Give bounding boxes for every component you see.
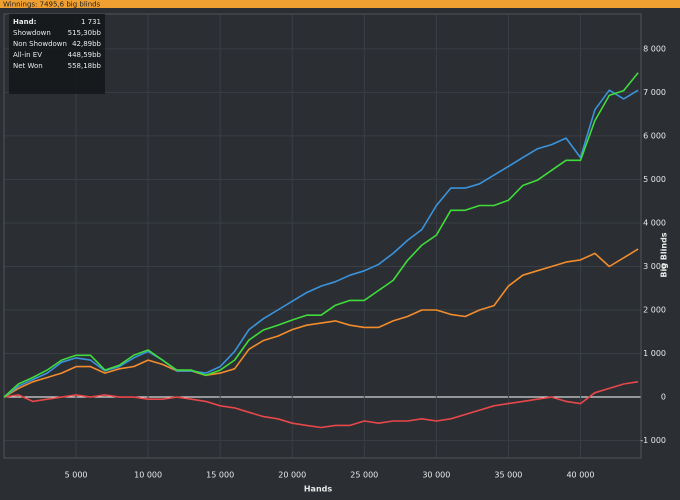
x-tick-label: 10 000 [134, 471, 162, 480]
series-line [3, 72, 639, 398]
y-tick-label: 2 000 [643, 306, 666, 315]
y-tick-label: -1 000 [640, 436, 666, 445]
x-tick-label: 20 000 [278, 471, 306, 480]
series-line [3, 248, 639, 398]
x-tick-label: 5 000 [65, 471, 88, 480]
x-tick-label: 15 000 [206, 471, 234, 480]
x-tick-label: 40 000 [566, 471, 594, 480]
y-tick-label: 4 000 [643, 218, 666, 227]
y-tick-label: 7 000 [643, 88, 666, 97]
y-tick-label: 0 [661, 393, 666, 402]
header-title: Winnings: 7495,6 big blinds [3, 1, 101, 9]
info-label: All-in EV [13, 51, 42, 59]
series-line [3, 89, 639, 398]
x-tick-label: 25 000 [350, 471, 378, 480]
info-value: 448,59bb [68, 51, 102, 59]
info-label: Showdown [13, 29, 51, 37]
info-label: Non Showdown [13, 40, 67, 48]
info-value: 42,89bb [72, 40, 101, 48]
x-tick-label: 35 000 [494, 471, 522, 480]
y-tick-label: 5 000 [643, 175, 666, 184]
info-value: 558,18bb [68, 62, 102, 70]
info-label: Net Won [13, 62, 43, 70]
info-value: 515,30bb [68, 29, 102, 37]
y-tick-label: 3 000 [643, 262, 666, 271]
y-tick-label: 8 000 [643, 44, 666, 53]
series-line [3, 381, 639, 429]
info-value: 1 731 [81, 18, 101, 26]
info-box [9, 14, 105, 94]
y-axis-label: Big Blinds [660, 232, 669, 277]
info-label: Hand: [13, 18, 37, 26]
header-bar [0, 0, 680, 8]
x-axis-label: Hands [304, 485, 333, 494]
x-tick-label: 30 000 [422, 471, 450, 480]
y-tick-label: 1 000 [643, 349, 666, 358]
plot-border [3, 13, 642, 459]
y-tick-label: 6 000 [643, 131, 666, 140]
